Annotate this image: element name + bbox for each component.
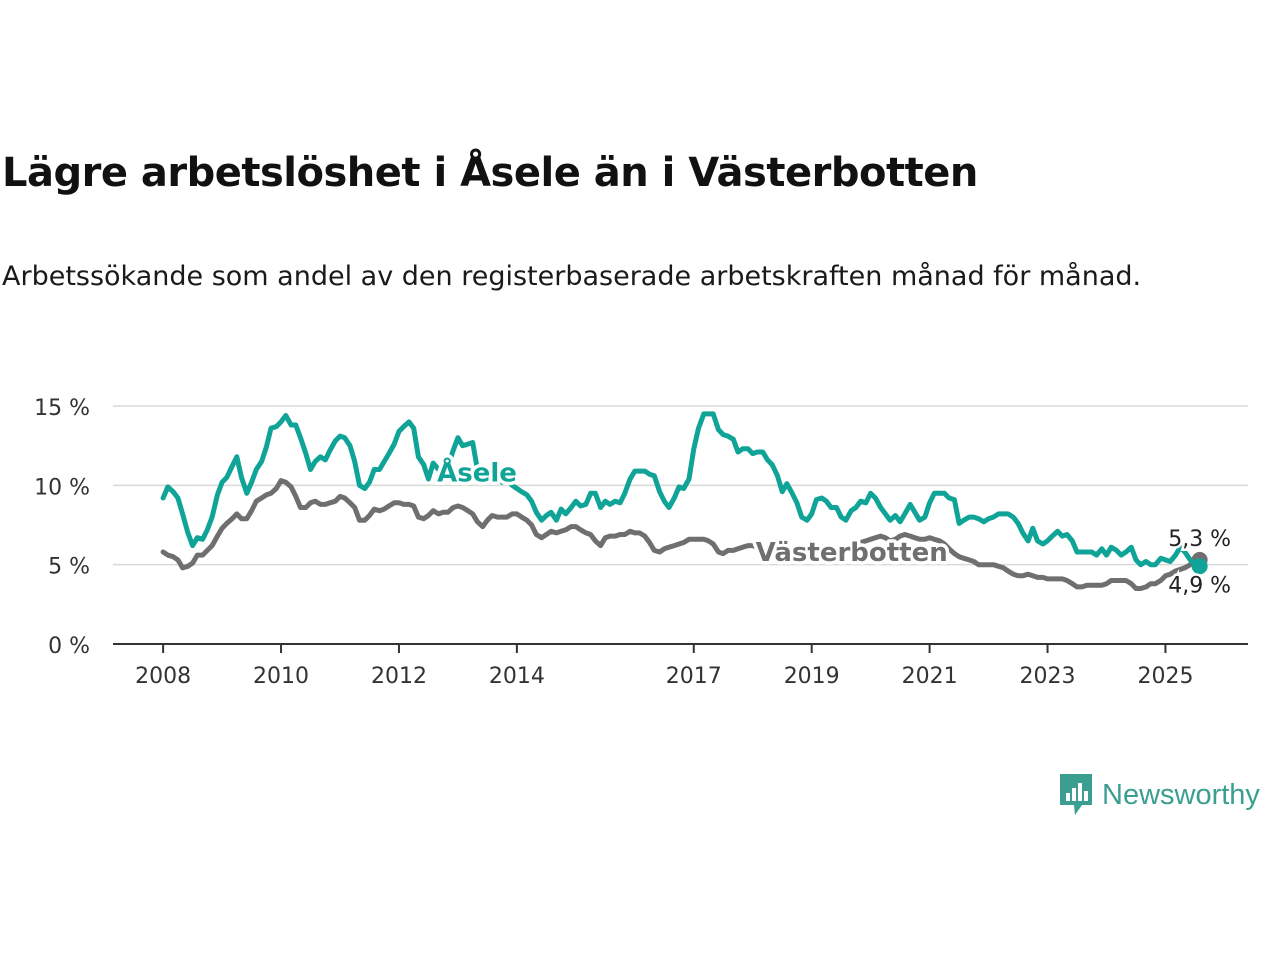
x-axis: 2008 2010 2012 2014 2017 2019 2021 2023 2025 [113,643,1248,689]
series-lines [160,411,1208,591]
chart-title: Lägre arbetslöshet i Åsele än i Västerbo… [2,150,978,196]
x-tick-label: 2019 [784,664,840,689]
y-tick-label: 15 % [34,396,90,421]
brand-name: Newsworthy [1102,778,1260,811]
chart-subtitle: Arbetssökande som andel av den registerb… [2,261,1142,292]
x-tick-label: 2025 [1137,664,1193,689]
series-end-label-0: 4,9 % [1168,573,1231,598]
series-end-marker-0 [1191,558,1208,575]
y-tick-label: 5 % [48,555,90,580]
x-tick-label: 2017 [666,664,722,689]
line-chart: 0 %5 %10 %15 % 2008 2010 2012 2014 2017 2019 2… [34,396,1248,689]
x-tick-label: 2014 [489,664,545,689]
series-line-1 [160,478,1203,591]
newsworthy-logo: Newsworthy [1058,772,1260,818]
series-name-label-1: Västerbotten [756,538,948,568]
y-tick-label: 10 % [34,475,90,500]
y-tick-label: 0 % [48,634,90,659]
x-tick-label: 2023 [1020,664,1076,689]
x-tick-label: 2012 [371,664,427,689]
series-name-label-0: Åsele [437,457,517,489]
x-tick-label: 2010 [253,664,309,689]
x-tick-label: 2008 [135,664,191,689]
series-line-0 [160,411,1203,569]
y-axis: 0 % 5 % 10 % 15 % [34,396,90,659]
x-tick-label: 2021 [902,664,958,689]
series-labels: Åsele Västerbotten 5,3 % 4,9 % [434,453,1234,601]
newsworthy-chart-bubble-icon [1060,774,1092,815]
series-end-label-1: 5,3 % [1168,527,1231,552]
